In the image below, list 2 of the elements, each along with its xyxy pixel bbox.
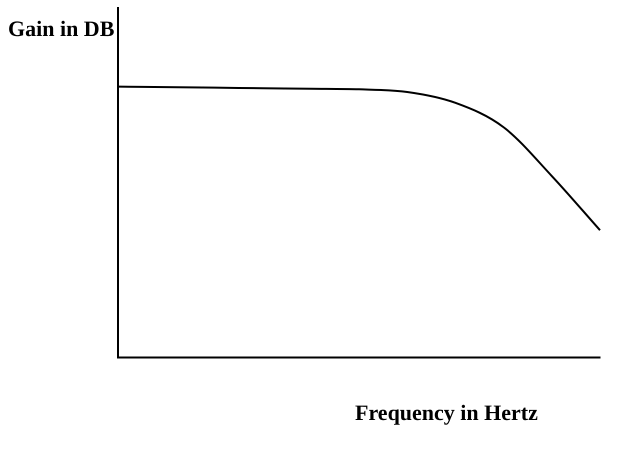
x-axis-title: Frequency in Hertz <box>355 399 538 427</box>
y-axis-title: Gain in DB <box>8 15 116 43</box>
